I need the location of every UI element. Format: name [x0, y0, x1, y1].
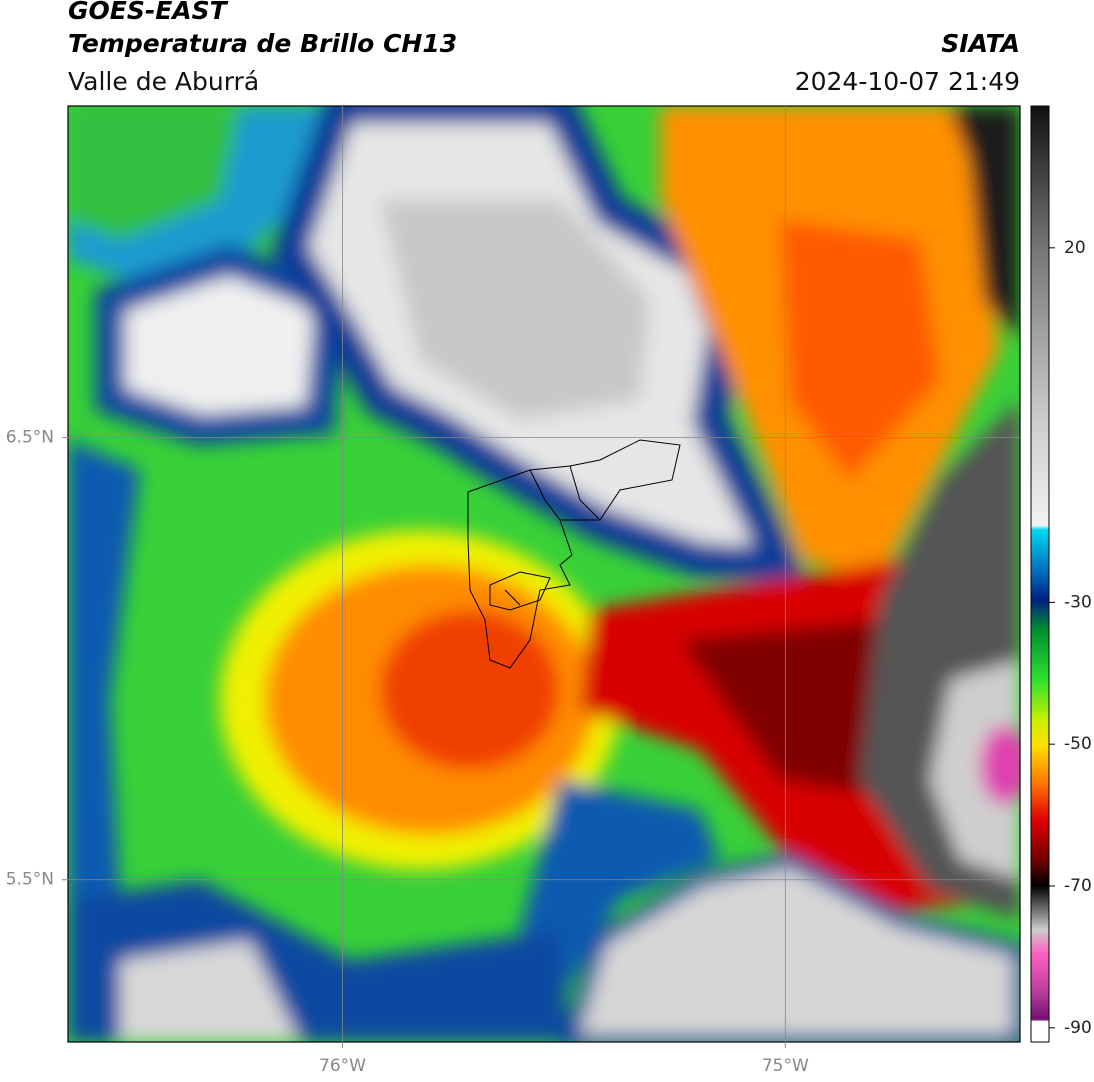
y-tick-label: 6.5°N	[6, 428, 54, 448]
source: SIATA	[941, 29, 1020, 58]
subtitle: Temperatura de Brillo CH13	[68, 29, 457, 58]
title: GOES-EAST	[68, 0, 229, 25]
x-tick-label: 76°W	[319, 1056, 366, 1076]
boundaries	[467, 439, 681, 669]
colorbar-label: -70	[1064, 876, 1092, 896]
x-tick-label: 75°W	[762, 1056, 809, 1076]
plot-frame	[67, 105, 1021, 1043]
colorbar-label: -90	[1064, 1018, 1092, 1038]
colorbar-label: -50	[1064, 734, 1092, 754]
datetime: 2024-10-07 21:49	[795, 67, 1020, 96]
colorbar-label: -30	[1064, 592, 1092, 612]
region: Valle de Aburrá	[68, 67, 259, 96]
colorbar-label: 20	[1064, 238, 1086, 258]
y-tick-label: 5.5°N	[6, 870, 54, 890]
satellite-image	[68, 106, 1020, 1042]
colorbar	[1030, 105, 1050, 1043]
